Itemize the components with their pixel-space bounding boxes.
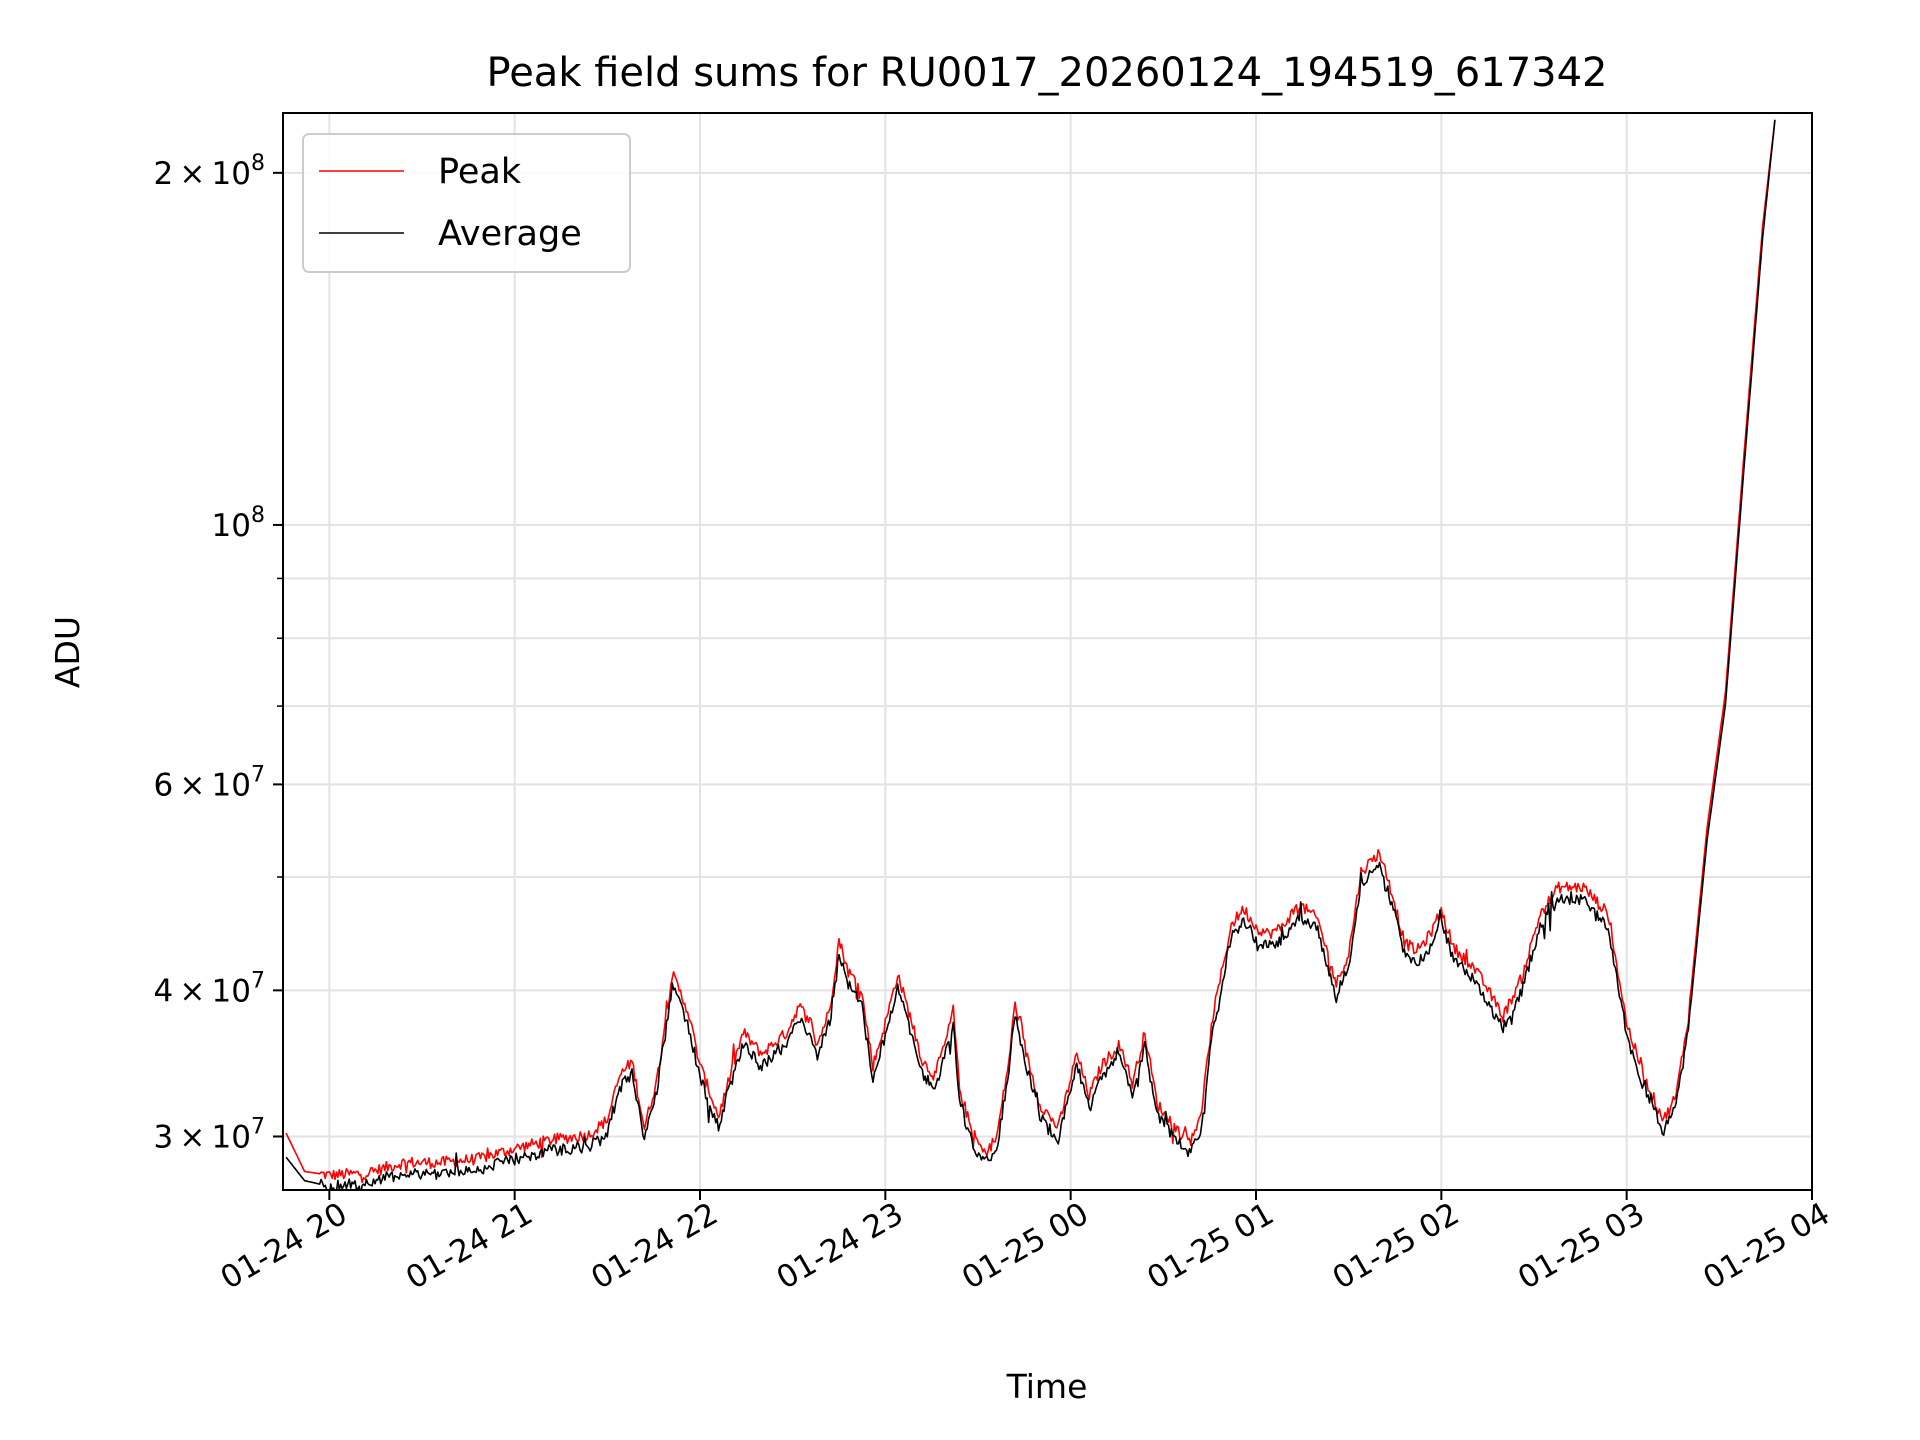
plot-area: [283, 113, 1812, 1190]
series-group: [285, 119, 1776, 1190]
plot-frame: [282, 112, 1813, 1191]
legend-label-average: Average: [438, 214, 582, 254]
y-tick-label-2: 6 × 107: [153, 762, 265, 803]
y-axis-title: ADU: [48, 616, 87, 688]
y-tick-label-0: 3 × 107: [153, 1114, 265, 1155]
chart-title: Peak field sums for RU0017_20260124_1945…: [487, 50, 1608, 96]
legend: Peak Average: [302, 133, 631, 273]
x-axis-title: Time: [1006, 1367, 1088, 1406]
series-line-average: [285, 119, 1776, 1190]
y-tick-label-1: 4 × 107: [153, 968, 265, 1009]
legend-box: [302, 133, 631, 273]
series-line-peak: [285, 119, 1776, 1184]
y-tick-label-4: 2 × 108: [153, 151, 265, 192]
grid: [283, 113, 1812, 1190]
y-tick-label-3: 108: [212, 503, 265, 544]
legend-label-peak: Peak: [438, 152, 522, 192]
